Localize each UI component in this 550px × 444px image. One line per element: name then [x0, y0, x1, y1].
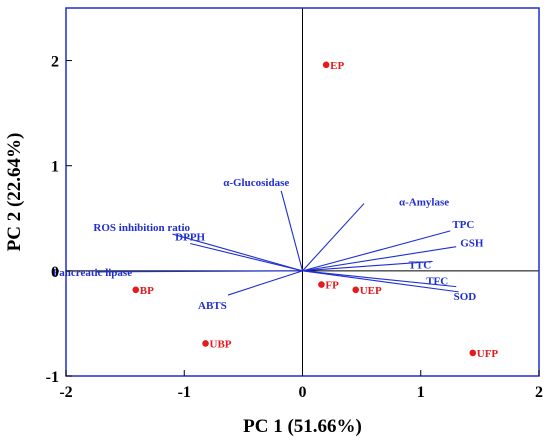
loading-label-amylase: α-Amylase: [399, 197, 449, 209]
x-tick-label: -2: [59, 384, 72, 401]
loading-label-sod: SOD: [454, 291, 477, 303]
loading-vector-amylase: [302, 203, 365, 272]
score-label-bp: BP: [140, 285, 154, 297]
loading-label-pancreatic-lipase: Pancreatic lipase: [53, 267, 133, 279]
loading-label-ttc: TTC: [409, 259, 432, 271]
loading-vector-abts: [227, 270, 303, 296]
score-label-ufp: UFP: [477, 348, 499, 360]
score-label-ubp: UBP: [210, 338, 232, 350]
score-point-ubp: [202, 340, 209, 347]
x-tick-label: 0: [299, 384, 307, 401]
score-point-ufp: [469, 349, 477, 357]
loading-vector-sod: [302, 270, 459, 293]
score-point-uep: [352, 286, 360, 294]
score-point-ep: [322, 61, 330, 69]
score-points: EP FP UEP BP UBP UFP: [132, 60, 498, 360]
x-tick-label: 1: [417, 384, 425, 401]
score-point-bp: [132, 286, 140, 294]
loading-vector-tpc: [302, 230, 451, 272]
loading-label-dpph: DPPH: [175, 232, 205, 244]
y-tick-label: 0: [51, 264, 59, 281]
loading-label-glucosidase: α-Glucosidase: [223, 177, 289, 189]
y-tick-label: -1: [46, 369, 59, 386]
loading-vector-glucosidase: [280, 190, 304, 271]
loading-vector-ros-inhibition-ratio: [172, 233, 303, 272]
loading-label-tpc: TPC: [452, 219, 474, 231]
loading-label-tfc: TFC: [426, 276, 448, 288]
loading-vector-tfc: [302, 270, 457, 288]
loading-label-ros-inhibition-ratio: ROS inhibition ratio: [93, 222, 190, 234]
loading-vector-gsh: [302, 246, 457, 272]
x-tick-label: 2: [535, 384, 543, 401]
score-label-uep: UEP: [360, 285, 382, 297]
score-label-fp: FP: [325, 280, 339, 292]
loading-vector-ttc: [302, 260, 433, 272]
score-label-ep: EP: [330, 60, 344, 72]
loading-label-abts: ABTS: [198, 300, 227, 312]
y-tick-label: 2: [51, 54, 59, 71]
x-axis-title: PC 1 (51.66%): [243, 416, 362, 437]
x-tick-label: -1: [178, 384, 191, 401]
score-point-fp: [318, 281, 325, 288]
y-tick-label: 1: [51, 159, 59, 176]
loading-vector-dpph: [190, 242, 303, 272]
y-axis-title: PC 2 (22.64%): [4, 133, 25, 252]
zero-lines: [66, 8, 539, 376]
loading-vector-pancreatic-lipase: [95, 270, 303, 273]
loading-label-gsh: GSH: [460, 238, 484, 250]
